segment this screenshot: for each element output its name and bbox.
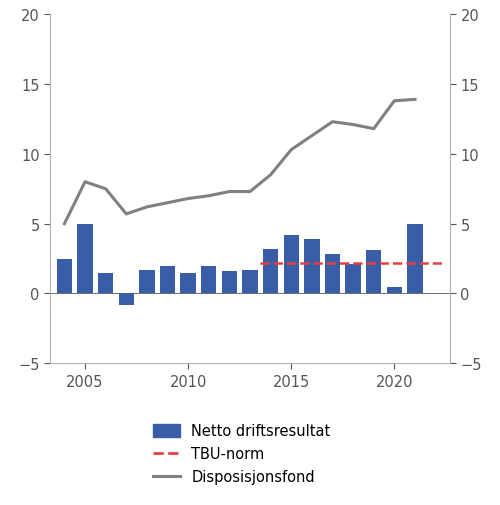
Bar (284, 235, 299, 294)
Bar (346, 265, 361, 294)
Bar (201, 266, 216, 294)
Bar (222, 272, 237, 294)
Bar (242, 270, 258, 294)
Bar (118, 294, 134, 305)
Bar (263, 249, 278, 294)
Bar (407, 224, 422, 294)
Bar (304, 239, 320, 294)
Bar (98, 273, 114, 294)
Bar (324, 255, 340, 294)
Bar (160, 266, 176, 294)
Bar (139, 270, 154, 294)
Bar (386, 287, 402, 294)
Bar (366, 250, 382, 294)
Bar (78, 224, 93, 294)
Legend: Netto driftsresultat, TBU-norm, Disposisjonsfond: Netto driftsresultat, TBU-norm, Disposis… (148, 418, 336, 490)
Bar (180, 273, 196, 294)
Bar (56, 259, 72, 294)
